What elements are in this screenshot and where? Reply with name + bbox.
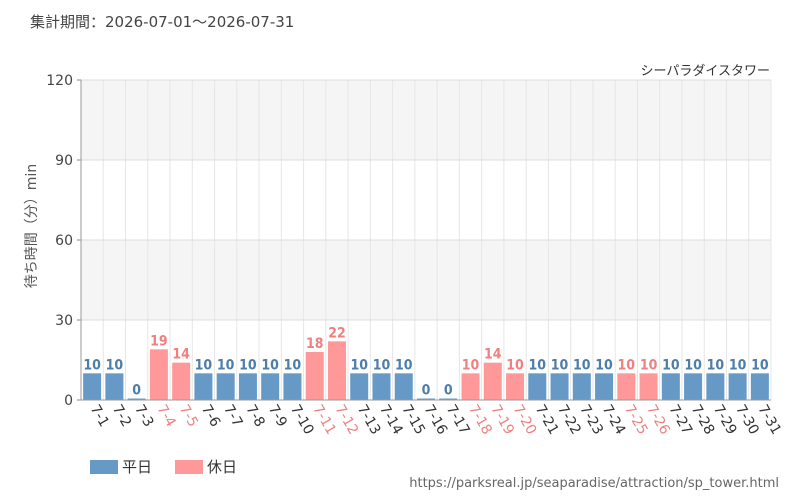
bar-7-19 <box>483 362 502 400</box>
x-tick-label-7-8: 7-8 <box>242 402 267 430</box>
plot-band <box>81 160 771 240</box>
bar-7-28 <box>684 373 703 400</box>
bar-7-12 <box>327 341 346 400</box>
x-tick-label-7-7: 7-7 <box>220 402 245 430</box>
bar-value-label-7-12: 22 <box>328 325 346 341</box>
bar-7-26 <box>639 373 658 400</box>
bars <box>83 341 769 400</box>
bar-value-label-7-16: 0 <box>422 383 431 399</box>
bar-value-label-7-20: 10 <box>506 357 524 373</box>
bar-value-label-7-23: 10 <box>573 357 591 373</box>
bar-7-2 <box>105 373 124 400</box>
x-tick-label-7-4: 7-4 <box>153 402 178 430</box>
y-axis-label: 待ち時間（分）min <box>24 164 40 288</box>
bar-7-5 <box>172 362 191 400</box>
bar-value-label-7-9: 10 <box>261 357 279 373</box>
bar-value-label-7-30: 10 <box>729 357 747 373</box>
y-tick-label: 90 <box>55 153 73 169</box>
bar-value-label-7-21: 10 <box>529 357 547 373</box>
bar-value-label-7-27: 10 <box>662 357 680 373</box>
y-tick-label: 30 <box>55 313 73 329</box>
bar-value-label-7-31: 10 <box>751 357 769 373</box>
bar-value-label-7-6: 10 <box>195 357 213 373</box>
plot-background <box>81 80 771 400</box>
legend-swatch-weekday <box>90 460 118 474</box>
chart-title: シーパラダイスタワー <box>641 64 770 79</box>
bar-value-label-7-7: 10 <box>217 357 235 373</box>
bar-7-25 <box>617 373 636 400</box>
plot-band <box>81 80 771 160</box>
bar-7-8 <box>238 373 257 400</box>
x-tick-label-7-2: 7-2 <box>109 402 134 430</box>
bar-value-label-7-4: 19 <box>150 333 168 349</box>
legend-label-holiday: 休日 <box>207 458 237 476</box>
bar-value-label-7-14: 10 <box>373 357 391 373</box>
bar-value-label-7-2: 10 <box>106 357 124 373</box>
x-tick-label-7-1: 7-1 <box>87 402 112 430</box>
x-tick-label-7-3: 7-3 <box>131 402 156 430</box>
bar-7-27 <box>661 373 680 400</box>
bar-7-29 <box>706 373 725 400</box>
bar-value-label-7-25: 10 <box>618 357 636 373</box>
bar-7-30 <box>728 373 747 400</box>
legend-label-weekday: 平日 <box>122 458 152 476</box>
bar-7-1 <box>83 373 102 400</box>
bar-value-label-7-18: 10 <box>462 357 480 373</box>
y-tick-labels: 0 30 60 90 120 <box>46 73 81 409</box>
bar-value-label-7-10: 10 <box>284 357 302 373</box>
bar-value-label-7-28: 10 <box>684 357 702 373</box>
period-text: 集計期間：2026-07-01～2026-07-31 <box>30 13 294 31</box>
bar-7-3 <box>127 398 146 400</box>
source-url: https://parksreal.jp/seaparadise/attract… <box>409 476 779 491</box>
bar-7-11 <box>305 352 324 400</box>
bar-7-13 <box>350 373 369 400</box>
x-tick-label-7-31: 7-31 <box>754 402 784 438</box>
x-tick-label-7-9: 7-9 <box>265 402 290 430</box>
bar-7-22 <box>550 373 569 400</box>
legend: 平日 休日 <box>90 458 237 476</box>
bar-7-6 <box>194 373 213 400</box>
y-tick-label: 60 <box>55 233 73 249</box>
bar-7-15 <box>394 373 413 400</box>
bar-value-label-7-3: 0 <box>132 383 141 399</box>
bar-7-18 <box>461 373 480 400</box>
bar-value-label-7-15: 10 <box>395 357 413 373</box>
plot-band <box>81 240 771 320</box>
legend-swatch-holiday <box>175 460 203 474</box>
bar-7-4 <box>149 349 168 400</box>
x-tick-label-7-5: 7-5 <box>176 402 201 430</box>
bar-7-31 <box>750 373 769 400</box>
bar-value-label-7-26: 10 <box>640 357 658 373</box>
bar-value-label-7-13: 10 <box>350 357 368 373</box>
bar-7-21 <box>528 373 547 400</box>
bar-7-14 <box>372 373 391 400</box>
x-tick-label-7-6: 7-6 <box>198 402 223 430</box>
bar-7-7 <box>216 373 235 400</box>
bar-7-9 <box>261 373 280 400</box>
axes <box>80 80 771 401</box>
bar-value-label-7-17: 0 <box>444 383 453 399</box>
bar-7-16 <box>417 398 435 400</box>
bar-7-20 <box>506 373 525 400</box>
bar-7-24 <box>595 373 614 400</box>
bar-value-label-7-11: 18 <box>306 336 324 352</box>
bar-value-label-7-19: 14 <box>484 347 502 363</box>
bar-value-label-7-29: 10 <box>707 357 725 373</box>
bar-7-17 <box>439 398 458 400</box>
bar-value-label-7-8: 10 <box>239 357 257 373</box>
bar-7-23 <box>572 373 591 400</box>
x-tick-labels: 7-17-27-37-47-57-67-77-87-97-107-117-127… <box>87 402 784 438</box>
bar-value-label-7-1: 10 <box>83 357 101 373</box>
bar-7-10 <box>283 373 302 400</box>
y-tick-label: 0 <box>64 393 73 409</box>
bar-value-label-7-24: 10 <box>595 357 613 373</box>
bar-value-label-7-22: 10 <box>551 357 569 373</box>
bar-value-label-7-5: 14 <box>172 347 190 363</box>
y-tick-label: 120 <box>46 73 73 89</box>
